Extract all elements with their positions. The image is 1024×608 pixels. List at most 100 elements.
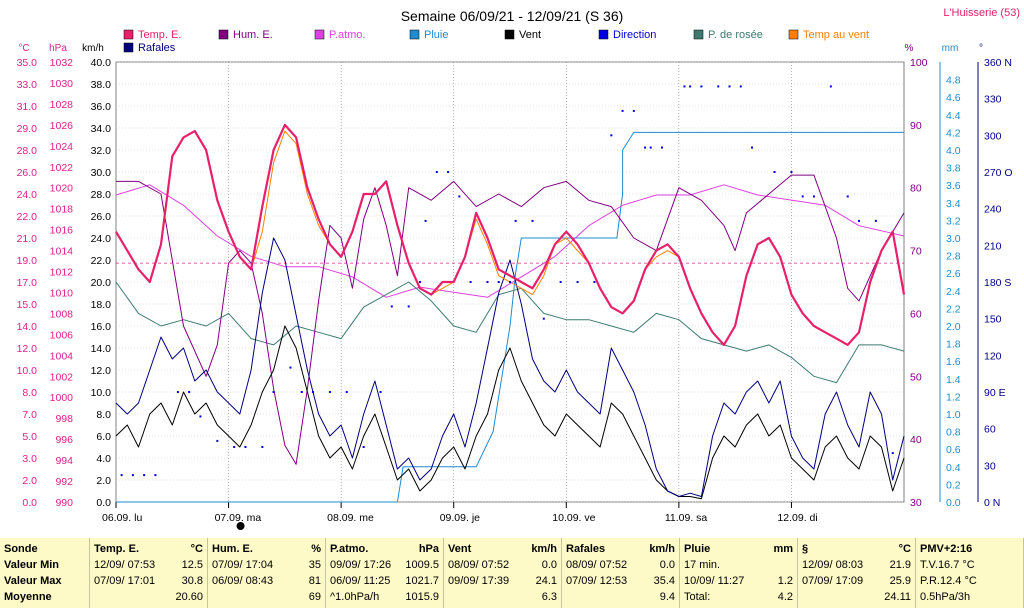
wind-tick-label: 16.0 [91,321,112,333]
direction-point [447,171,450,173]
summary-row-label: Valeur Max [4,575,62,587]
rain-tick-label: 3.0 [946,233,961,245]
direction-tick-label: 210 [984,240,1002,252]
direction-point [379,391,382,393]
rain-tick-label: 3.2 [946,215,961,227]
temp-axis-unit: °C [18,43,29,54]
summary-cell-value: 9.4 [659,591,675,603]
summary-col-title: Rafales [566,543,606,555]
pressure-tick-label: 1014 [50,246,74,258]
summary-cell-value: 24.1 [535,575,557,587]
rain-tick-label: 4.8 [946,75,961,87]
direction-point [700,85,703,88]
temp-tick-label: 2.0 [22,475,37,487]
legend-swatch [693,29,704,40]
rain-tick-label: 0.6 [946,444,961,456]
direction-point [593,281,596,283]
humidity-tick-label: 50 [910,371,922,383]
summary-cell-date: 08/09/ 07:52 [448,559,510,571]
pressure-tick-label: 1004 [50,350,74,362]
direction-point [632,109,635,112]
summary-row-label: Valeur Min [4,559,60,571]
rain-tick-label: 0.0 [946,497,961,509]
pressure-tick-label: 1030 [50,78,74,90]
summary-cell-date: T.V.16.7 °C [920,559,975,571]
summary-cell-value: 21.9 [889,559,911,571]
legend-swatch [218,29,229,40]
summary-col: Temp. E. °C 12/09/ 07:53 12.5 07/09/ 17:01 30… [90,538,208,608]
summary-sonde-title: Sonde [4,543,38,555]
summary-cell-value: 4.2 [777,591,793,603]
wind-tick-label: 0.0 [96,497,111,509]
direction-point [154,474,157,477]
legend-label: P. de rosée [708,29,763,41]
direction-point [233,446,236,448]
pressure-tick-label: 1006 [50,329,74,341]
direction-point [435,171,438,173]
summary-cell-date: 09/09/ 17:26 [330,559,392,571]
humidity-tick-label: 40 [910,434,922,446]
wind-tick-label: 22.0 [91,255,112,267]
axes: 35.0 33.0 31.0 29.0 28.0 26.0 24.0 22.0 21.0 19.0… [17,57,1013,530]
legend-swatch [598,29,609,40]
rain-tick-label: 4.2 [946,127,961,139]
direction-tick-label: 180 S [984,277,1011,289]
wind-tick-label: 12.0 [91,365,112,377]
temp-tick-label: 35.0 [17,57,38,69]
direction-tick-label: 270 O [984,167,1013,179]
direction-point [644,146,647,149]
summary-col-title: P.atmo. [330,543,369,555]
summary-cell-value: 1009.5 [405,559,439,571]
pressure-tick-label: 1028 [50,99,74,111]
direction-point [891,452,894,455]
direction-point [424,219,427,222]
temp-tick-label: 31.0 [17,101,38,113]
rain-tick-label: 2.4 [946,286,961,298]
temp-tick-label: 5.0 [22,431,37,443]
direction-point [289,366,292,369]
direction-point [829,85,832,88]
direction-point [176,391,179,393]
series-line-p-de-ros-e [115,281,905,384]
direction-point [846,195,849,198]
summary-col: Pluie mm 17 min. 10/09/ 11:27 1.2 Total: 4.2 [680,538,798,608]
legend-swatch [123,42,134,53]
legend-swatch [123,29,134,40]
direction-tick-label: 360 N [984,57,1012,69]
summary-col-title: Temp. E. [94,543,140,555]
summary-cell-date: 12/09/ 08:03 [802,559,864,571]
temp-tick-label: 26.0 [17,167,38,179]
summary-cell-value: 35.4 [653,575,675,587]
legend-label: Rafales [138,42,176,54]
summary-col-unit: % [311,543,321,555]
temp-tick-label: 33.0 [17,79,38,91]
rain-tick-label: 1.6 [946,356,961,368]
summary-cell-date: P.R.12.4 °C [920,575,977,587]
temp-tick-label: 15.0 [17,299,38,311]
summary-cell-value: 0.0 [541,559,557,571]
temp-tick-label: 3.0 [22,453,37,465]
direction-tick-label: 0 N [984,497,1000,509]
wind-tick-label: 8.0 [96,409,111,421]
direction-point [801,195,804,198]
temp-tick-label: 24.0 [17,189,38,201]
pressure-tick-label: 1018 [50,204,74,216]
x-tick-label: 06.09. lu [102,512,142,524]
pressure-tick-label: 1020 [50,183,74,195]
temp-tick-label: 17.0 [17,277,38,289]
pressure-tick-label: 1012 [50,267,74,279]
summary-cell-date: 0.5hPa/3h [920,591,971,603]
summary-col-unit: mm [773,543,793,555]
legend-swatch [504,29,515,40]
direction-point [857,219,860,222]
rain-tick-label: 1.4 [946,374,961,386]
rain-tick-label: 0.8 [946,427,961,439]
direction-point [559,281,562,283]
direction-point [531,219,534,222]
legend-label: Vent [519,29,541,41]
summary-row-label: Moyenne [4,591,52,603]
summary-col-sonde: Sonde Valeur Min Valeur Max Moyenne [0,538,90,608]
summary-cell-date: 07/09/ 17:04 [212,559,274,571]
chart-title: Semaine 06/09/21 - 12/09/21 (S 36) [401,8,624,24]
direction-point [458,195,461,198]
